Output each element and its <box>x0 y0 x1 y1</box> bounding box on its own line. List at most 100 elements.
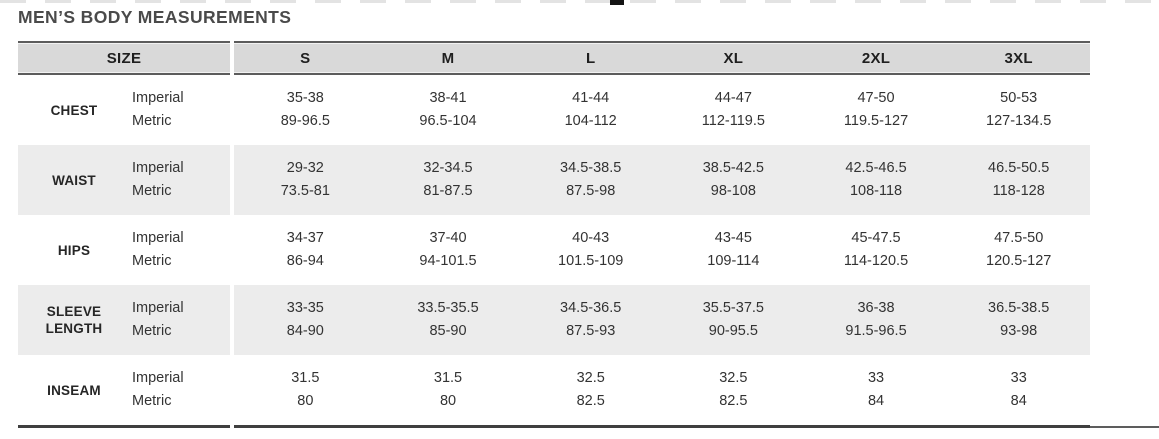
measurement-cell: 47-50 119.5-127 <box>805 75 948 145</box>
value-imperial: 34-37 <box>286 230 324 246</box>
table-row-chest: CHEST Imperial Metric 35-38 89-96.5 38-41… <box>18 75 1090 145</box>
value-imperial: 35.5-37.5 <box>702 300 764 316</box>
value-imperial: 44-47 <box>714 90 752 106</box>
value-imperial: 50-53 <box>1000 90 1038 106</box>
size-columns-header: S M L XL 2XL 3XL <box>234 41 1090 75</box>
value-imperial: 33.5-35.5 <box>417 300 479 316</box>
cropped-content-artifact <box>0 0 1159 3</box>
value-metric: 101.5-109 <box>558 253 624 269</box>
value-imperial: 41-44 <box>572 90 610 106</box>
value-metric: 118-128 <box>992 183 1045 199</box>
value-metric: 87.5-93 <box>566 323 616 339</box>
unit-label-imperial: Imperial <box>132 300 184 316</box>
value-imperial: 37-40 <box>429 230 467 246</box>
value-imperial: 45-47.5 <box>851 230 901 246</box>
value-imperial: 42.5-46.5 <box>845 160 907 176</box>
table-row-hips: HIPS Imperial Metric 34-37 86-94 37-40 94-… <box>18 215 1090 285</box>
unit-label-imperial: Imperial <box>132 230 184 246</box>
unit-label-metric: Metric <box>132 183 172 199</box>
column-divider <box>230 75 234 145</box>
value-metric: 89-96.5 <box>280 113 330 129</box>
value-metric: 127-134.5 <box>986 113 1052 129</box>
unit-label-metric: Metric <box>132 113 172 129</box>
value-imperial: 35-38 <box>286 90 324 106</box>
measurement-cell: 38-41 96.5-104 <box>377 75 520 145</box>
measurement-cell: 31.5 80 <box>234 355 377 425</box>
value-metric: 112-119.5 <box>701 113 765 129</box>
value-metric: 85-90 <box>429 323 467 339</box>
value-metric: 82.5 <box>576 393 605 409</box>
value-metric: 84 <box>1010 393 1027 409</box>
row-label: WAIST <box>52 172 96 188</box>
column-divider <box>230 215 234 285</box>
size-column-header-l: L <box>585 49 596 67</box>
value-imperial: 40-43 <box>572 230 610 246</box>
measurement-cell: 34-37 86-94 <box>234 215 377 285</box>
row-label: INSEAM <box>47 382 101 398</box>
measurement-cell: 36-38 91.5-96.5 <box>805 285 948 355</box>
value-metric: 84 <box>867 393 885 409</box>
measurement-cell: 32.5 82.5 <box>662 355 805 425</box>
column-divider <box>230 145 234 215</box>
cropped-element-artifact <box>610 0 624 5</box>
column-divider <box>230 355 234 425</box>
value-metric: 80 <box>297 393 314 409</box>
value-imperial: 33 <box>867 370 885 386</box>
measurement-cell: 31.5 80 <box>377 355 520 425</box>
value-metric: 87.5-98 <box>566 183 616 199</box>
value-imperial: 31.5 <box>291 370 320 386</box>
measurement-cell: 38.5-42.5 98-108 <box>662 145 805 215</box>
table-row-sleeve-length: SLEEVE LENGTH Imperial Metric 33-35 84-90… <box>18 285 1090 355</box>
value-imperial: 32.5 <box>576 370 605 386</box>
value-metric: 86-94 <box>286 253 324 269</box>
unit-label-metric: Metric <box>132 253 172 269</box>
value-metric: 120.5-127 <box>986 253 1052 269</box>
size-column-header-2xl: 2XL <box>861 49 891 67</box>
value-imperial: 33-35 <box>286 300 324 316</box>
measurement-cell: 50-53 127-134.5 <box>947 75 1090 145</box>
value-metric: 84-90 <box>286 323 324 339</box>
measurement-cell: 34.5-36.5 87.5-93 <box>519 285 662 355</box>
value-imperial: 32.5 <box>719 370 748 386</box>
column-divider <box>230 285 234 355</box>
value-metric: 108-118 <box>849 183 903 199</box>
value-imperial: 34.5-38.5 <box>560 160 622 176</box>
measurement-cell: 41-44 104-112 <box>519 75 662 145</box>
unit-label-metric: Metric <box>132 323 172 339</box>
measurements-table: SIZE S M L XL 2XL 3XL CHEST Imperial <box>18 41 1090 428</box>
value-imperial: 32-34.5 <box>423 160 473 176</box>
value-imperial: 46.5-50.5 <box>988 160 1050 176</box>
measurement-cell: 37-40 94-101.5 <box>377 215 520 285</box>
value-metric: 90-95.5 <box>708 323 758 339</box>
row-label: SLEEVE LENGTH <box>45 304 103 336</box>
unit-label-metric: Metric <box>132 393 172 409</box>
value-imperial: 33 <box>1010 370 1027 386</box>
value-imperial: 29-32 <box>286 160 324 176</box>
row-label: HIPS <box>57 242 91 258</box>
value-metric: 114-120.5 <box>843 253 909 269</box>
value-imperial: 43-45 <box>714 230 752 246</box>
value-imperial: 34.5-36.5 <box>560 300 622 316</box>
measurement-cell: 44-47 112-119.5 <box>662 75 805 145</box>
value-metric: 91.5-96.5 <box>845 323 907 339</box>
value-metric: 96.5-104 <box>419 113 477 129</box>
value-metric: 73.5-81 <box>280 183 330 199</box>
value-metric: 94-101.5 <box>419 253 477 269</box>
measurement-cell: 42.5-46.5 108-118 <box>805 145 948 215</box>
measurement-cell: 33 84 <box>947 355 1090 425</box>
measurement-cell: 32-34.5 81-87.5 <box>377 145 520 215</box>
measurement-cell: 35-38 89-96.5 <box>234 75 377 145</box>
measurement-cell: 32.5 82.5 <box>519 355 662 425</box>
measurement-cell: 34.5-38.5 87.5-98 <box>519 145 662 215</box>
measurement-cell: 35.5-37.5 90-95.5 <box>662 285 805 355</box>
size-header-label: SIZE <box>106 49 142 67</box>
value-metric: 98-108 <box>710 183 756 199</box>
value-metric: 80 <box>439 393 457 409</box>
value-imperial: 47-50 <box>857 90 895 106</box>
measurement-cell: 33.5-35.5 85-90 <box>377 285 520 355</box>
size-header-cell: SIZE <box>18 41 230 75</box>
value-metric: 104-112 <box>564 113 617 129</box>
row-label: CHEST <box>50 102 98 118</box>
value-metric: 119.5-127 <box>843 113 909 129</box>
horizontal-rule-extension <box>1090 426 1159 428</box>
